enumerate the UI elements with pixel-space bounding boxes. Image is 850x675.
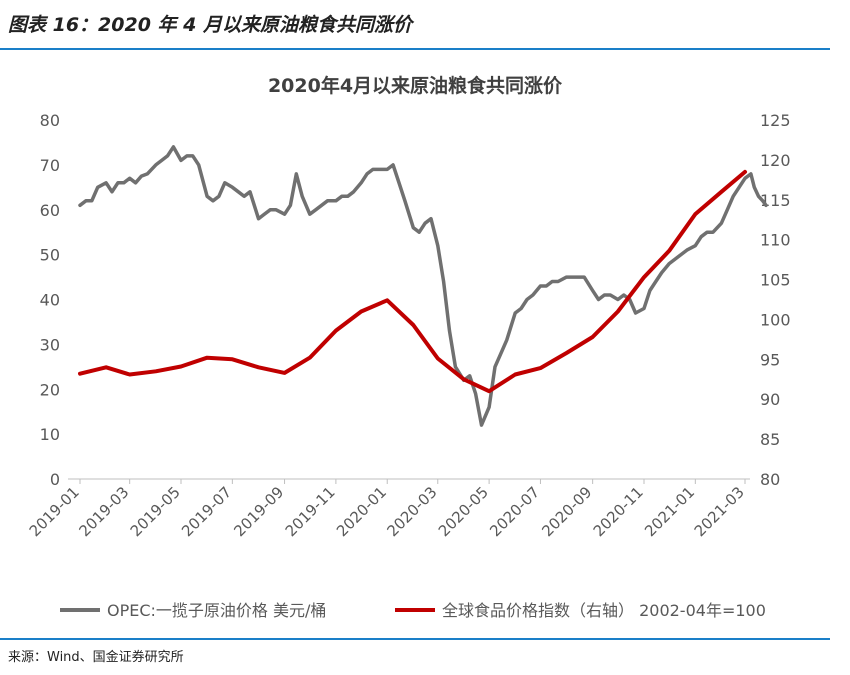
x-tick-label: 2021-01 xyxy=(641,483,698,540)
figure-caption: 图表 16：2020 年 4 月以来原油粮食共同涨价 xyxy=(8,14,413,36)
y-left-tick-label: 10 xyxy=(40,425,60,444)
chart-container: 2020年4月以来原油粮食共同涨价 0 10 20 30 40 50 60 70 80 80 85 9… xyxy=(0,55,830,635)
x-tick-label: 2019-09 xyxy=(230,483,287,540)
legend-label-food: 全球食品价格指数（右轴） 2002-04年=100 xyxy=(442,601,766,620)
y-left-tick-label: 80 xyxy=(40,111,60,130)
x-tick-label: 2019-11 xyxy=(282,483,339,540)
food-price-index-line xyxy=(78,169,747,394)
y-right-tick-label: 120 xyxy=(760,151,791,170)
y-right-tick-label: 100 xyxy=(760,310,791,329)
x-tick-label: 2019-01 xyxy=(26,483,83,540)
x-tick-label: 2020-01 xyxy=(333,483,390,540)
figure-header: 图表 16：2020 年 4 月以来原油粮食共同涨价 xyxy=(0,10,830,50)
y-left-tick-label: 0 xyxy=(50,470,60,489)
x-tick-label: 2020-05 xyxy=(435,483,492,540)
series-group xyxy=(78,145,768,427)
opec-oil-price-line xyxy=(78,145,768,427)
x-tick-label: 2020-07 xyxy=(486,483,543,540)
y-left-tick-label: 20 xyxy=(40,380,60,399)
y-left-tick-label: 70 xyxy=(40,156,60,175)
y-right-tick-label: 105 xyxy=(760,271,791,290)
legend: OPEC:一揽子原油价格 美元/桶 全球食品价格指数（右轴） 2002-04年=1… xyxy=(60,601,766,620)
y-left-tick-label: 50 xyxy=(40,246,60,265)
y-right-tick-label: 80 xyxy=(760,470,780,489)
y-right-tick-label: 85 xyxy=(760,430,780,449)
x-tick-label: 2019-07 xyxy=(178,483,235,540)
source-note: 来源：Wind、国金证券研究所 xyxy=(8,650,184,665)
y-right-tick-label: 125 xyxy=(760,111,791,130)
x-tick-label: 2019-05 xyxy=(127,483,184,540)
x-tick-label: 2020-09 xyxy=(538,483,595,540)
figure-footer: 来源：Wind、国金证券研究所 xyxy=(0,638,830,665)
y-right-tick-label: 110 xyxy=(760,231,791,250)
x-tick-label: 2019-03 xyxy=(75,483,132,540)
y-left-tick-label: 60 xyxy=(40,201,60,220)
y-right-tick-label: 115 xyxy=(760,191,791,210)
y-right-tick-label: 90 xyxy=(760,390,780,409)
y-left-tick-label: 30 xyxy=(40,335,60,354)
y-right-tick-label: 95 xyxy=(760,350,780,369)
chart-svg: 2020年4月以来原油粮食共同涨价 0 10 20 30 40 50 60 70 80 80 85 9… xyxy=(26,74,791,620)
legend-label-oil: OPEC:一揽子原油价格 美元/桶 xyxy=(107,601,326,620)
y-left-tick-label: 40 xyxy=(40,291,60,310)
x-tick-label: 2020-11 xyxy=(590,483,647,540)
x-tick-label: 2020-03 xyxy=(384,483,441,540)
chart-title: 2020年4月以来原油粮食共同涨价 xyxy=(268,74,563,97)
x-tick-label: 2021-03 xyxy=(691,483,748,540)
